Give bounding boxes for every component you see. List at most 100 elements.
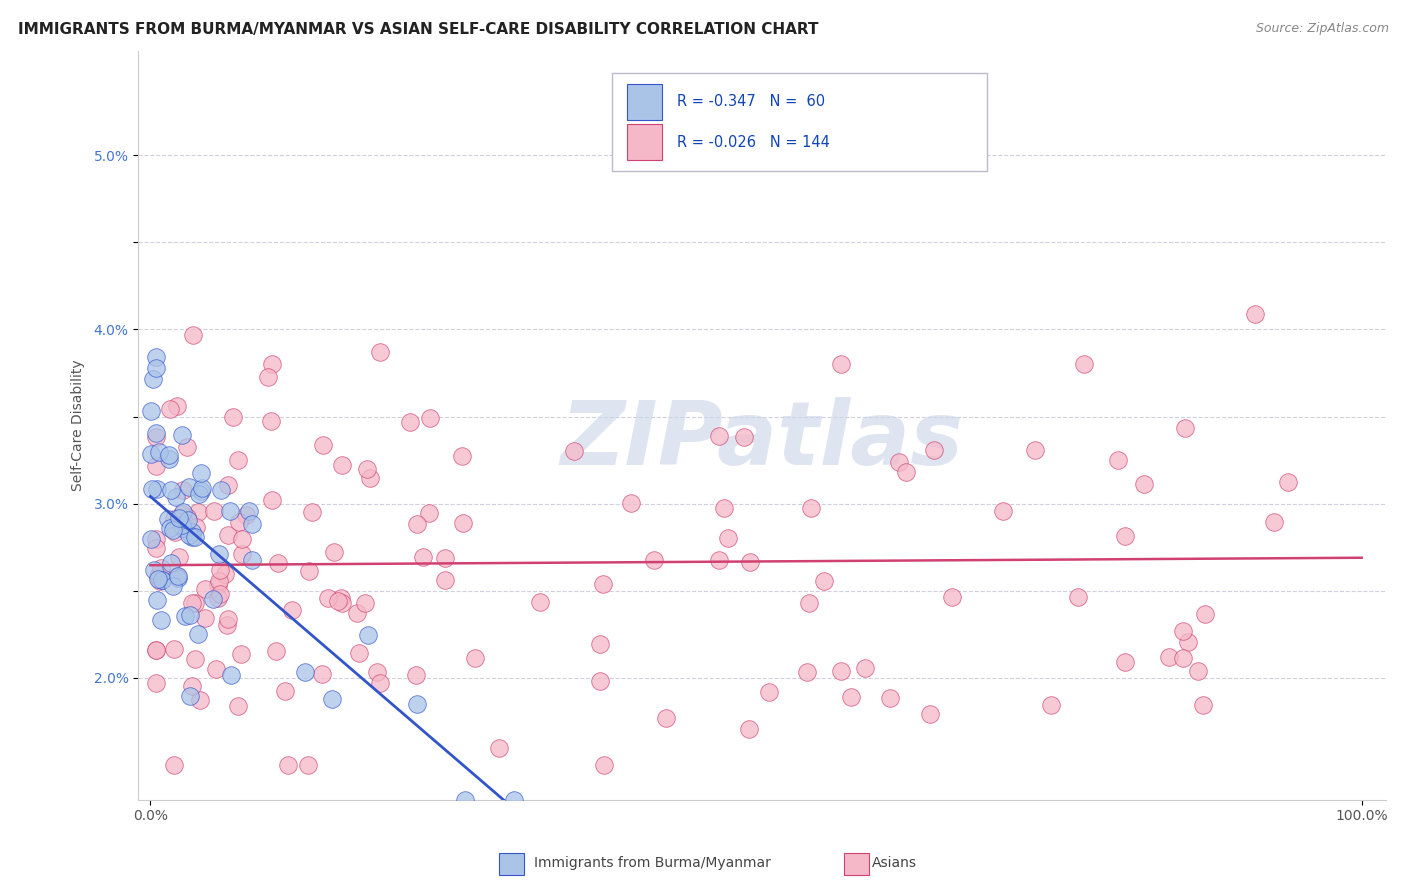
Point [357,628,380,642]
Text: Immigrants from Burma/Myanmar: Immigrants from Burma/Myanmar [534,856,770,871]
Point [1177,635,1199,649]
Point [347,646,370,660]
Point [231,547,253,561]
Point [145,361,167,376]
Point [149,574,172,588]
Point [887,455,910,469]
Point [190,466,212,480]
Point [356,462,378,476]
Point [1159,650,1181,665]
Point [179,689,201,703]
Point [205,662,228,676]
Point [368,675,391,690]
Point [713,501,735,516]
Point [141,533,163,547]
Point [181,524,204,539]
Point [1187,664,1209,678]
Point [796,665,818,679]
Point [405,668,427,682]
Point [1191,698,1213,712]
Point [181,327,204,342]
Point [281,603,304,617]
Point [1171,651,1194,665]
FancyBboxPatch shape [613,73,987,170]
Point [991,503,1014,517]
Point [328,594,350,608]
Point [217,528,239,542]
Point [226,698,249,713]
Point [145,675,167,690]
Point [145,592,167,607]
Point [855,661,877,675]
Point [330,596,353,610]
Point [183,652,205,666]
Point [145,541,167,555]
Point [150,573,173,587]
Text: R = -0.347   N =  60: R = -0.347 N = 60 [678,95,825,109]
Point [167,549,190,564]
Point [150,613,173,627]
Point [418,507,440,521]
Point [207,578,229,592]
Point [260,357,283,371]
Point [329,591,352,605]
Point [1244,308,1267,322]
Point [148,444,170,458]
Point [145,643,167,657]
Point [139,404,162,418]
Point [208,587,231,601]
Point [177,513,200,527]
Point [162,523,184,537]
Point [620,496,643,510]
Point [208,574,231,589]
Point [202,504,225,518]
Point [717,531,740,545]
Point [330,458,353,472]
Point [231,532,253,546]
Point [733,430,755,444]
Point [145,426,167,441]
Point [1067,590,1090,604]
Point [172,428,194,442]
Point [737,723,759,737]
Point [166,571,188,585]
Point [941,590,963,604]
Point [924,443,946,458]
Point [298,565,321,579]
Point [209,563,232,577]
Point [454,793,477,807]
Point [1171,624,1194,638]
Point [176,509,198,524]
Point [1174,420,1197,434]
Point [399,415,422,429]
Point [159,452,181,467]
Point [918,706,941,721]
Point [145,350,167,364]
Point [316,591,339,605]
Text: Asians: Asians [872,856,917,871]
Point [186,520,208,534]
Point [142,563,165,577]
Point [163,642,186,657]
Point [1040,698,1063,712]
Point [297,758,319,772]
Point [166,569,188,583]
Point [405,697,427,711]
Point [830,664,852,678]
Point [488,740,510,755]
Point [181,530,204,544]
Point [208,547,231,561]
Point [181,679,204,693]
Point [321,692,343,706]
Point [219,504,242,518]
Point [235,508,257,522]
Point [166,400,188,414]
Point [412,550,434,565]
Point [145,533,167,547]
Point [160,483,183,497]
Point [346,607,368,621]
Point [311,667,333,681]
Point [173,608,195,623]
Point [214,567,236,582]
Point [176,441,198,455]
